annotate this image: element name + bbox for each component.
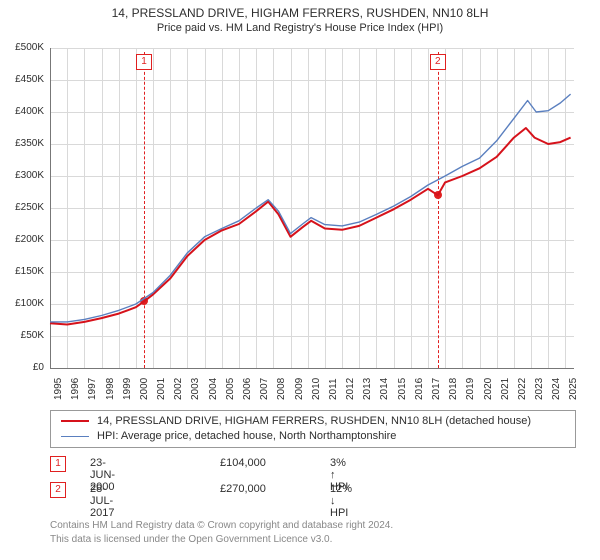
legend: 14, PRESSLAND DRIVE, HIGHAM FERRERS, RUS… <box>50 410 576 448</box>
legend-swatch-1 <box>61 436 89 437</box>
footer-line-2: This data is licensed under the Open Gov… <box>50 534 332 545</box>
event-price: £104,000 <box>220 457 266 469</box>
series-address <box>50 128 571 325</box>
event-date: 28-JUL-2017 <box>90 483 114 519</box>
event-row-marker: 2 <box>50 482 66 498</box>
series-hpi <box>50 94 571 322</box>
legend-swatch-0 <box>61 420 89 422</box>
event-row-marker: 1 <box>50 456 66 472</box>
legend-label-1: HPI: Average price, detached house, Nort… <box>97 430 396 442</box>
legend-label-0: 14, PRESSLAND DRIVE, HIGHAM FERRERS, RUS… <box>97 415 531 427</box>
footer-line-1: Contains HM Land Registry data © Crown c… <box>50 520 393 531</box>
event-price: £270,000 <box>220 483 266 495</box>
event-delta: 12% ↓ HPI <box>330 483 352 519</box>
